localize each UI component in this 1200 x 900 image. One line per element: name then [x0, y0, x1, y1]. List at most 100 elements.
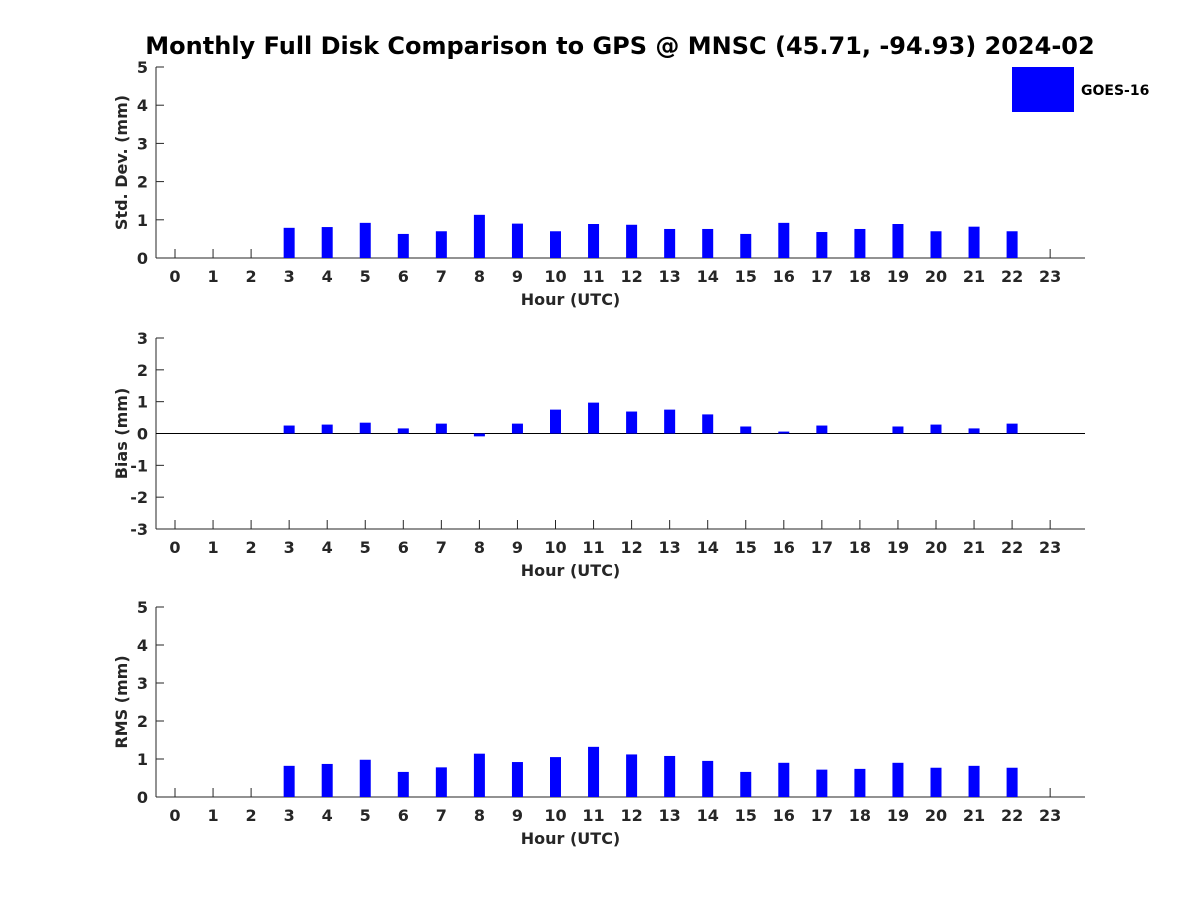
- x-tick-label: 22: [1001, 267, 1023, 286]
- x-tick-label: 12: [620, 806, 642, 825]
- x-tick-label: 9: [512, 267, 523, 286]
- y-tick-label: 1: [137, 211, 148, 230]
- x-tick-label: 18: [849, 267, 871, 286]
- bar-hour-20: [930, 231, 942, 258]
- x-tick-label: 3: [284, 806, 295, 825]
- y-tick-label: -1: [130, 456, 148, 475]
- x-tick-label: 23: [1039, 538, 1061, 557]
- bar-hour-9: [511, 423, 523, 434]
- x-tick-label: 15: [735, 806, 757, 825]
- x-tick-label: 7: [436, 806, 447, 825]
- y-tick-label: 2: [137, 712, 148, 731]
- bar-hour-8: [473, 753, 485, 797]
- x-tick-label: 10: [544, 806, 566, 825]
- bar-hour-15: [740, 233, 752, 258]
- y-tick-label: 2: [137, 173, 148, 192]
- y-tick-label: 2: [137, 361, 148, 380]
- x-tick-label: 19: [887, 267, 909, 286]
- x-tick-label: 11: [582, 806, 604, 825]
- x-tick-label: 1: [207, 538, 218, 557]
- bar-hour-12: [626, 754, 638, 797]
- x-tick-label: 21: [963, 806, 985, 825]
- x-tick-label: 2: [246, 267, 257, 286]
- bar-hour-22: [1006, 231, 1018, 258]
- x-tick-label: 15: [735, 267, 757, 286]
- bar-hour-18: [854, 768, 866, 797]
- bar-hour-14: [702, 414, 714, 434]
- x-tick-label: 13: [659, 267, 681, 286]
- x-tick-label: 19: [887, 538, 909, 557]
- x-tick-label: 8: [474, 806, 485, 825]
- x-tick-label: 15: [735, 538, 757, 557]
- x-tick-label: 6: [398, 267, 409, 286]
- x-tick-label: 12: [620, 267, 642, 286]
- bar-hour-13: [664, 755, 676, 797]
- bar-hour-13: [664, 228, 676, 258]
- bar-hour-22: [1006, 767, 1018, 797]
- x-tick-label: 12: [620, 538, 642, 557]
- bar-hour-20: [930, 424, 942, 434]
- bar-hour-7: [435, 767, 447, 797]
- legend-swatch: [1012, 67, 1074, 112]
- bar-hour-6: [397, 428, 409, 434]
- bar-hour-21: [968, 226, 980, 258]
- bar-hour-10: [550, 757, 561, 797]
- x-tick-label: 22: [1001, 806, 1023, 825]
- bar-hour-16: [778, 222, 790, 258]
- legend: GOES-16: [1012, 67, 1149, 112]
- y-tick-label: 0: [137, 249, 148, 268]
- bar-hour-9: [511, 762, 523, 797]
- bar-hour-3: [283, 227, 295, 258]
- y-tick-label: 3: [137, 134, 148, 153]
- x-tick-label: 20: [925, 538, 947, 557]
- bar-hour-11: [588, 746, 600, 797]
- y-axis-label: Std. Dev. (mm): [112, 95, 131, 230]
- bar-hour-14: [702, 228, 714, 258]
- bar-hour-20: [930, 767, 942, 797]
- y-tick-label: 0: [137, 788, 148, 807]
- bar-hour-16: [778, 762, 790, 797]
- bar-hour-6: [397, 771, 409, 797]
- bar-hour-4: [321, 227, 333, 258]
- x-tick-label: 1: [207, 806, 218, 825]
- bar-hour-22: [1006, 423, 1018, 434]
- x-tick-label: 3: [284, 267, 295, 286]
- x-tick-label: 14: [697, 538, 719, 557]
- x-tick-label: 19: [887, 806, 909, 825]
- x-tick-label: 16: [773, 806, 795, 825]
- x-tick-label: 17: [811, 806, 833, 825]
- bar-hour-8: [473, 214, 485, 258]
- bar-hour-12: [626, 224, 638, 258]
- x-tick-label: 20: [925, 267, 947, 286]
- y-tick-label: 1: [137, 393, 148, 412]
- y-tick-label: 3: [137, 329, 148, 348]
- x-tick-label: 21: [963, 267, 985, 286]
- x-tick-label: 16: [773, 267, 795, 286]
- bar-hour-16: [778, 431, 790, 434]
- x-tick-label: 10: [544, 538, 566, 557]
- bar-hour-10: [550, 409, 561, 434]
- x-tick-label: 4: [322, 806, 333, 825]
- bar-hour-19: [892, 762, 904, 797]
- x-tick-label: 16: [773, 538, 795, 557]
- x-tick-label: 14: [697, 267, 719, 286]
- bar-hour-10: [550, 231, 561, 258]
- x-axis-label: Hour (UTC): [521, 290, 621, 309]
- bar-hour-9: [511, 223, 523, 258]
- y-tick-label: -2: [130, 488, 148, 507]
- x-tick-label: 5: [360, 267, 371, 286]
- x-tick-label: 2: [246, 806, 257, 825]
- x-tick-label: 13: [659, 538, 681, 557]
- bar-hour-21: [968, 765, 980, 797]
- x-tick-label: 18: [849, 538, 871, 557]
- bar-hour-17: [816, 232, 828, 258]
- x-tick-label: 1: [207, 267, 218, 286]
- bar-hour-3: [283, 425, 295, 434]
- y-tick-label: 5: [137, 58, 148, 77]
- x-tick-label: 9: [512, 538, 523, 557]
- x-tick-label: 3: [284, 538, 295, 557]
